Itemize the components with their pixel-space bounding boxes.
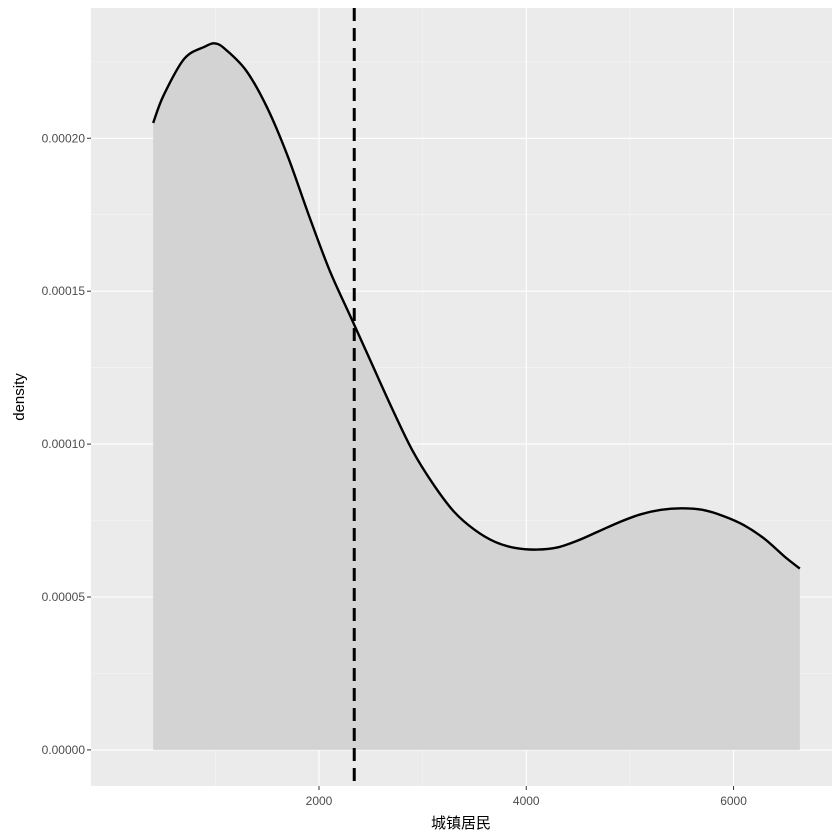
x-tick-label: 4000 [513, 794, 540, 808]
y-tick-label: 0.00015 [42, 284, 86, 298]
x-axis-title: 城镇居民 [431, 815, 491, 832]
y-tick-label: 0.00010 [42, 437, 86, 451]
density-curve [152, 42, 801, 570]
x-axis-ticks: 2000 4000 6000 [306, 786, 747, 808]
y-tick-label: 0.00005 [42, 590, 86, 604]
y-tick-label: 0.00020 [42, 131, 86, 145]
y-tick-label: 0.00000 [42, 743, 86, 757]
y-axis-ticks: 0.00000 0.00005 0.00010 0.00015 0.00020 [42, 131, 91, 757]
density-area [153, 43, 800, 750]
x-tick-label: 2000 [306, 794, 333, 808]
y-axis-title: density [11, 373, 28, 421]
x-tick-label: 6000 [720, 794, 747, 808]
